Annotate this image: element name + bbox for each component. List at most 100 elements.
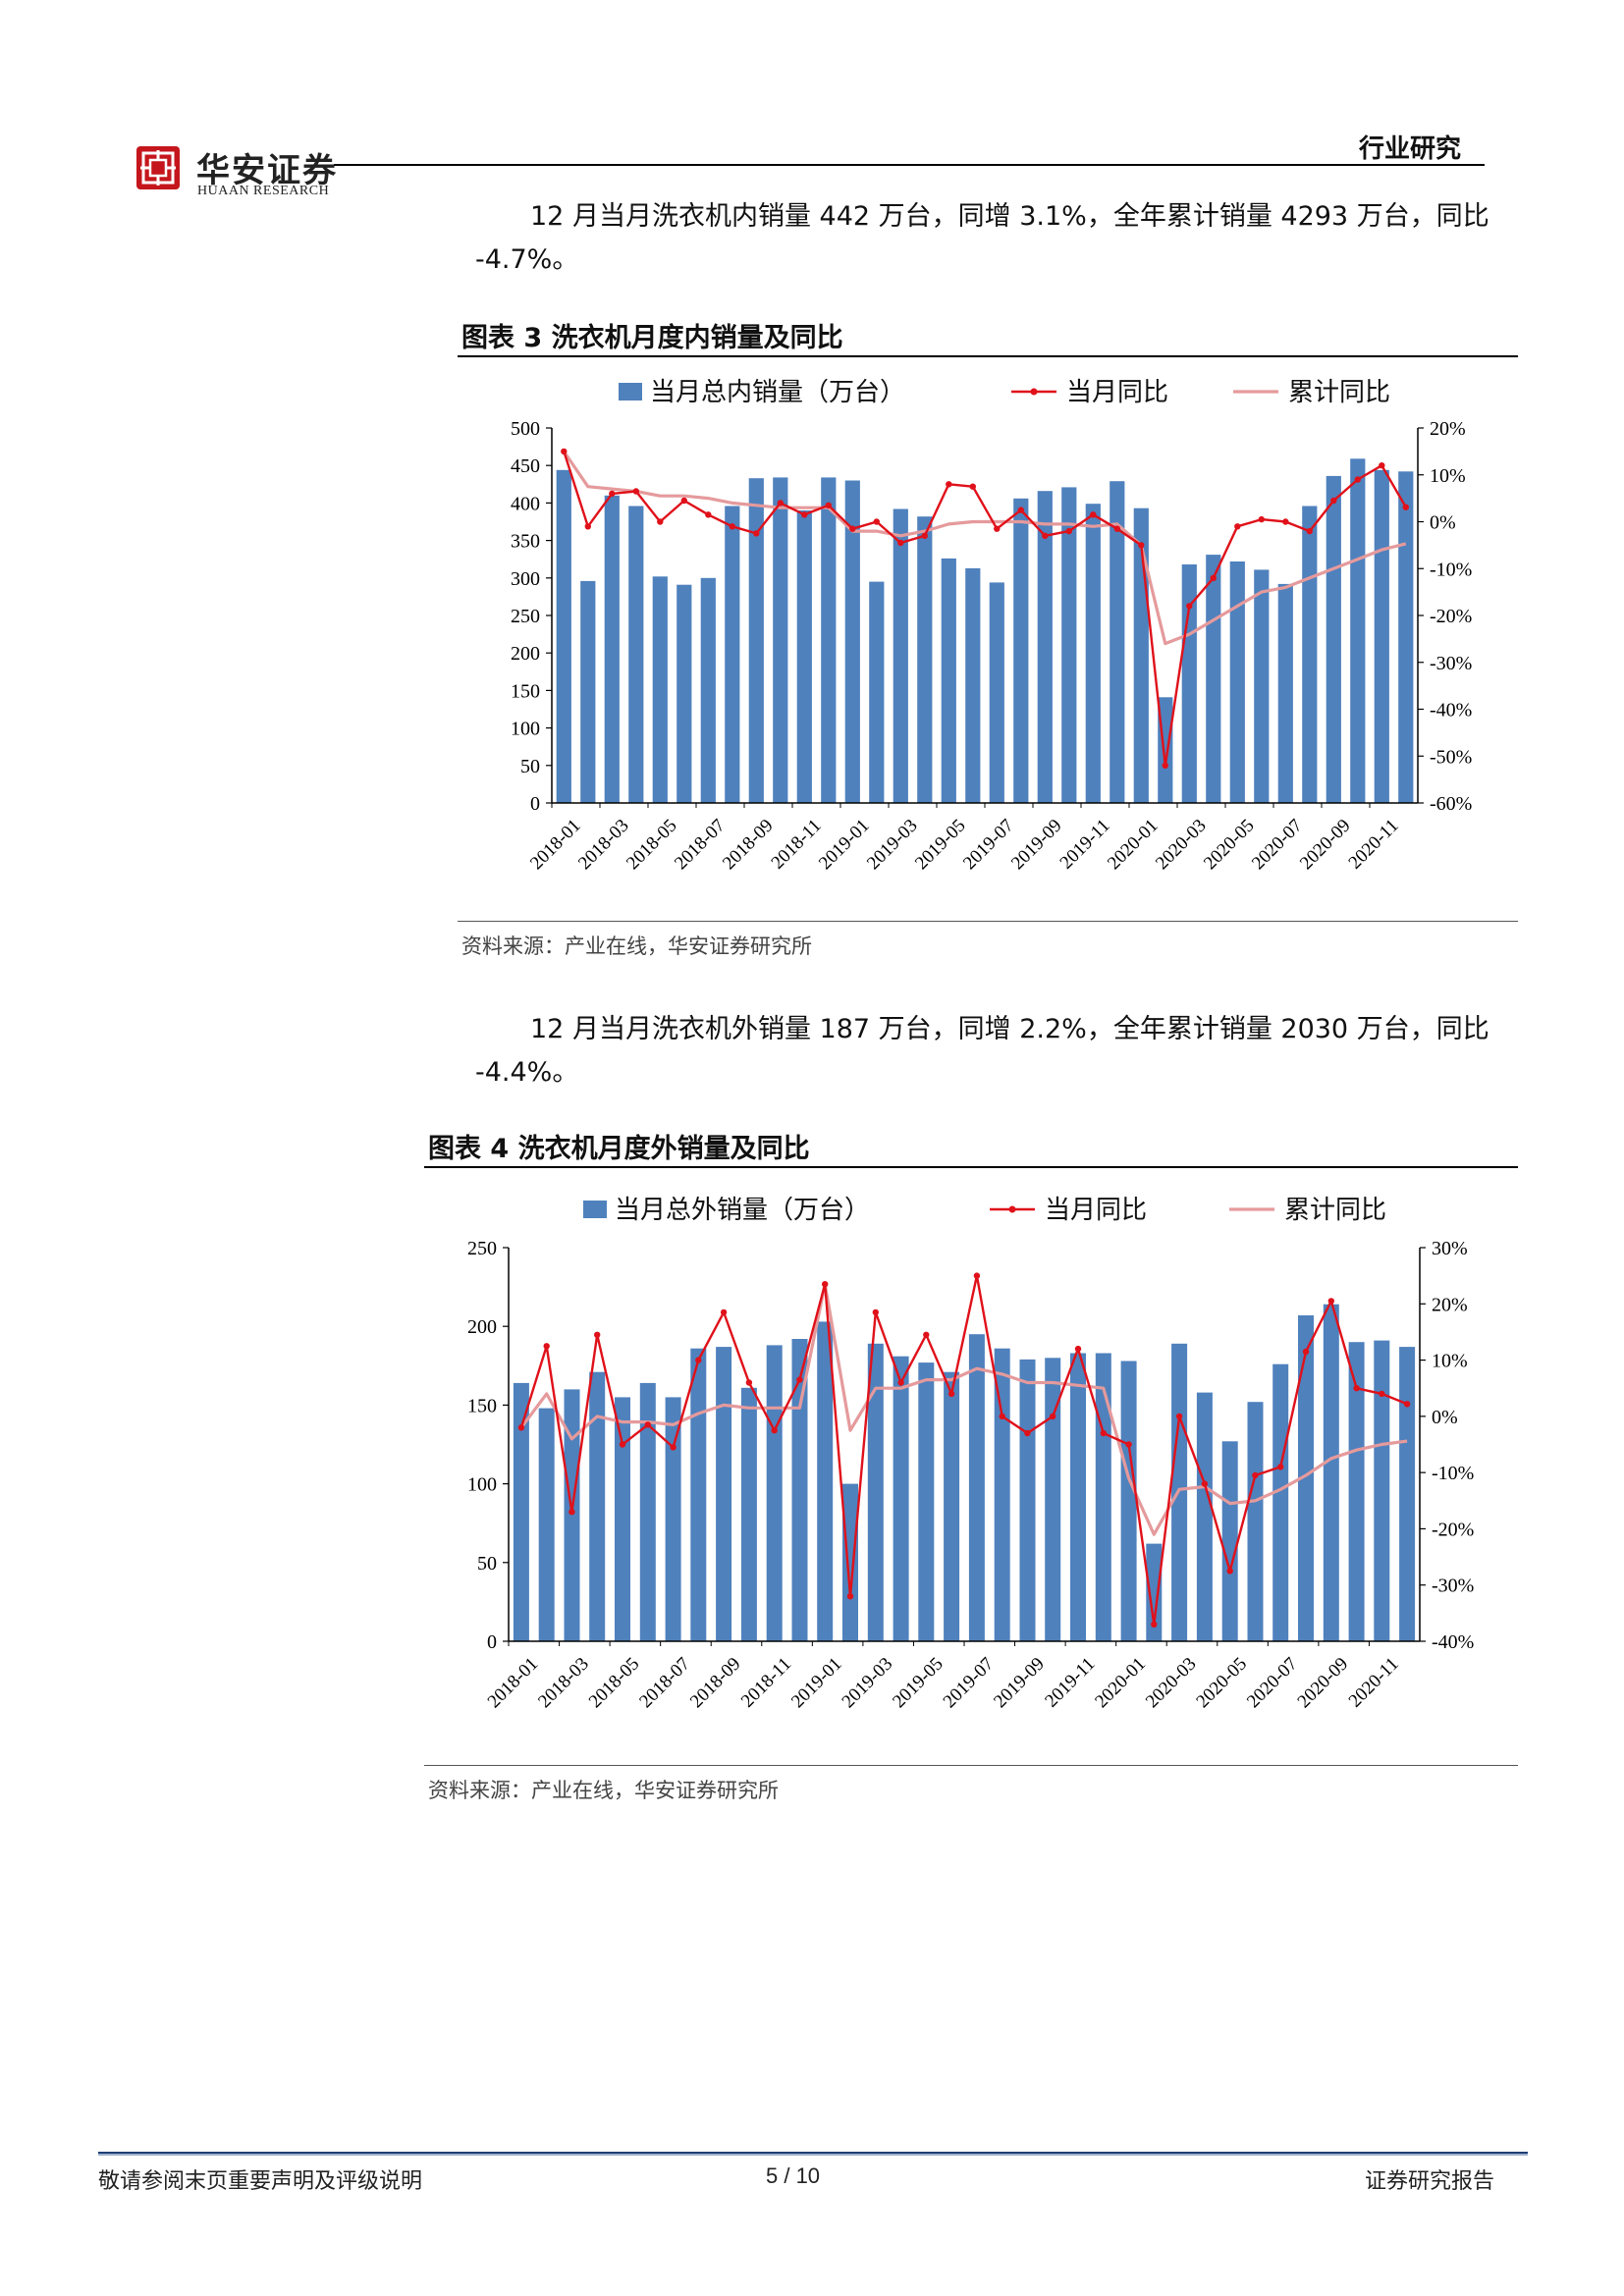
point-2019-12 — [1114, 526, 1120, 532]
point-2020-05 — [1227, 1568, 1233, 1574]
page-header: 华安证券 HUAAN RESEARCH 行业研究 — [0, 0, 1624, 206]
right-tick-label: 0% — [1430, 512, 1456, 534]
x-tick-label: 2019-01 — [815, 816, 874, 875]
point-2019-05 — [923, 1332, 929, 1338]
paragraph-line: 12 月当月洗衣机外销量 187 万台，同增 2.2%，全年累计销量 2030 … — [475, 1008, 1526, 1051]
point-2020-10 — [1355, 476, 1361, 482]
point-2019-04 — [897, 1379, 903, 1385]
bar-2020-08 — [1302, 507, 1317, 804]
legend-bar-swatch — [583, 1201, 607, 1218]
bar-2018-02 — [539, 1409, 555, 1641]
point-2018-09 — [721, 1309, 727, 1315]
paragraph-export-sales: 12 月当月洗衣机外销量 187 万台，同增 2.2%，全年累计销量 2030 … — [475, 1008, 1526, 1095]
point-2020-01 — [1125, 1441, 1131, 1447]
point-2020-08 — [1303, 1349, 1309, 1355]
point-2018-05 — [620, 1441, 625, 1447]
point-2018-04 — [633, 488, 639, 494]
x-tick-label: 2020-01 — [1091, 1654, 1150, 1713]
point-2018-07 — [705, 511, 711, 517]
bar-2020-04 — [1197, 1393, 1213, 1641]
point-2020-03 — [1186, 603, 1192, 609]
point-2018-12 — [796, 1376, 802, 1382]
x-tick-label: 2018-03 — [574, 816, 633, 875]
x-tick-label: 2018-01 — [484, 1654, 543, 1713]
bar-2019-07 — [969, 1334, 985, 1641]
x-tick-label: 2019-05 — [911, 816, 970, 875]
point-2020-07 — [1282, 518, 1288, 524]
bar-2020-04 — [1206, 555, 1220, 803]
bar-2019-08 — [1013, 499, 1028, 803]
left-tick-label: 300 — [511, 568, 540, 590]
point-2018-10 — [778, 500, 784, 506]
point-2020-12 — [1404, 1401, 1410, 1407]
legend-bar-label: 当月总外销量（万台） — [615, 1196, 870, 1224]
bar-2018-07 — [701, 578, 716, 803]
legend-cumulative-label: 累计同比 — [1284, 1196, 1386, 1224]
bar-2018-06 — [677, 585, 691, 803]
figure3-chart: 050100150200250300350400450500 20%10%0%-1… — [458, 365, 1518, 915]
paragraph-line: -4.7%。 — [475, 239, 1526, 282]
bar-2020-05 — [1222, 1441, 1238, 1641]
right-tick-label: 20% — [1430, 418, 1466, 440]
point-2020-03 — [1176, 1414, 1182, 1419]
report-category: 行业研究 — [1359, 129, 1461, 165]
point-2019-03 — [873, 1309, 879, 1315]
x-tick-label: 2018-05 — [623, 816, 681, 875]
point-2018-11 — [772, 1427, 778, 1433]
x-tick-label: 2020-05 — [1200, 816, 1259, 875]
legend-monthly-label: 当月同比 — [1045, 1196, 1147, 1224]
point-2018-07 — [670, 1444, 676, 1450]
point-2018-08 — [730, 523, 735, 529]
logo-seal-icon — [135, 145, 181, 190]
bar-2020-09 — [1324, 1305, 1339, 1641]
x-tick-label: 2018-05 — [585, 1654, 644, 1713]
point-2020-09 — [1330, 498, 1336, 504]
bar-2019-05 — [918, 1362, 934, 1641]
paragraph-line: 12 月当月洗衣机内销量 442 万台，同增 3.1%，全年累计销量 4293 … — [475, 195, 1526, 239]
x-tick-label: 2020-03 — [1152, 816, 1211, 875]
bar-2019-11 — [1070, 1354, 1086, 1642]
figure4-title: 图表 4 洗衣机月度外销量及同比 — [428, 1127, 810, 1165]
footer-report-type: 证券研究报告 — [1365, 2163, 1494, 2195]
x-tick-label: 2018-07 — [635, 1654, 694, 1713]
bar-2018-11 — [797, 510, 812, 803]
point-2019-08 — [1000, 1414, 1005, 1419]
point-2019-09 — [1024, 1430, 1030, 1436]
left-tick-label: 450 — [511, 455, 540, 477]
point-2020-06 — [1252, 1472, 1258, 1478]
bar-2020-05 — [1230, 561, 1245, 803]
point-2018-02 — [585, 523, 591, 529]
point-2019-07 — [974, 1272, 980, 1278]
x-tick-label: 2019-01 — [787, 1654, 846, 1713]
legend-monthly-marker — [1031, 389, 1038, 396]
bar-2019-05 — [942, 559, 956, 803]
left-tick-label: 250 — [511, 606, 540, 627]
point-2019-10 — [1050, 1414, 1056, 1419]
point-2020-11 — [1379, 462, 1384, 468]
bar-2018-05 — [615, 1397, 630, 1641]
legend-bar-swatch — [619, 383, 642, 400]
bar-2018-10 — [741, 1388, 757, 1641]
point-2018-04 — [594, 1332, 600, 1338]
x-tick-label: 2018-09 — [719, 816, 778, 875]
x-tick-label: 2019-11 — [1056, 816, 1114, 874]
paragraph-domestic-sales: 12 月当月洗衣机内销量 442 万台，同增 3.1%，全年累计销量 4293 … — [475, 195, 1526, 282]
right-tick-label: -10% — [1430, 559, 1472, 580]
bar-2020-10 — [1350, 458, 1365, 803]
bar-2020-11 — [1374, 1341, 1389, 1641]
right-tick-label: -40% — [1432, 1631, 1474, 1653]
x-tick-label: 2019-07 — [940, 1654, 999, 1713]
point-2020-10 — [1353, 1385, 1359, 1391]
point-2019-01 — [822, 1281, 828, 1287]
bar-2018-07 — [666, 1397, 681, 1641]
figure4-chart: 0 50 100 150 200 250 30% 20% 10% 0% -10% -20% -30% -4… — [424, 1176, 1518, 1761]
x-tick-label: 2020-11 — [1345, 816, 1403, 874]
left-tick-label: 50 — [520, 756, 540, 777]
point-2018-03 — [609, 491, 615, 497]
right-tick-label: -30% — [1430, 653, 1472, 674]
left-tick-label: 0 — [530, 793, 540, 815]
left-tick-label: 200 — [511, 643, 540, 665]
right-tick-label: 20% — [1432, 1294, 1468, 1315]
x-tick-label: 2018-03 — [534, 1654, 593, 1713]
bar-2020-06 — [1248, 1402, 1264, 1641]
